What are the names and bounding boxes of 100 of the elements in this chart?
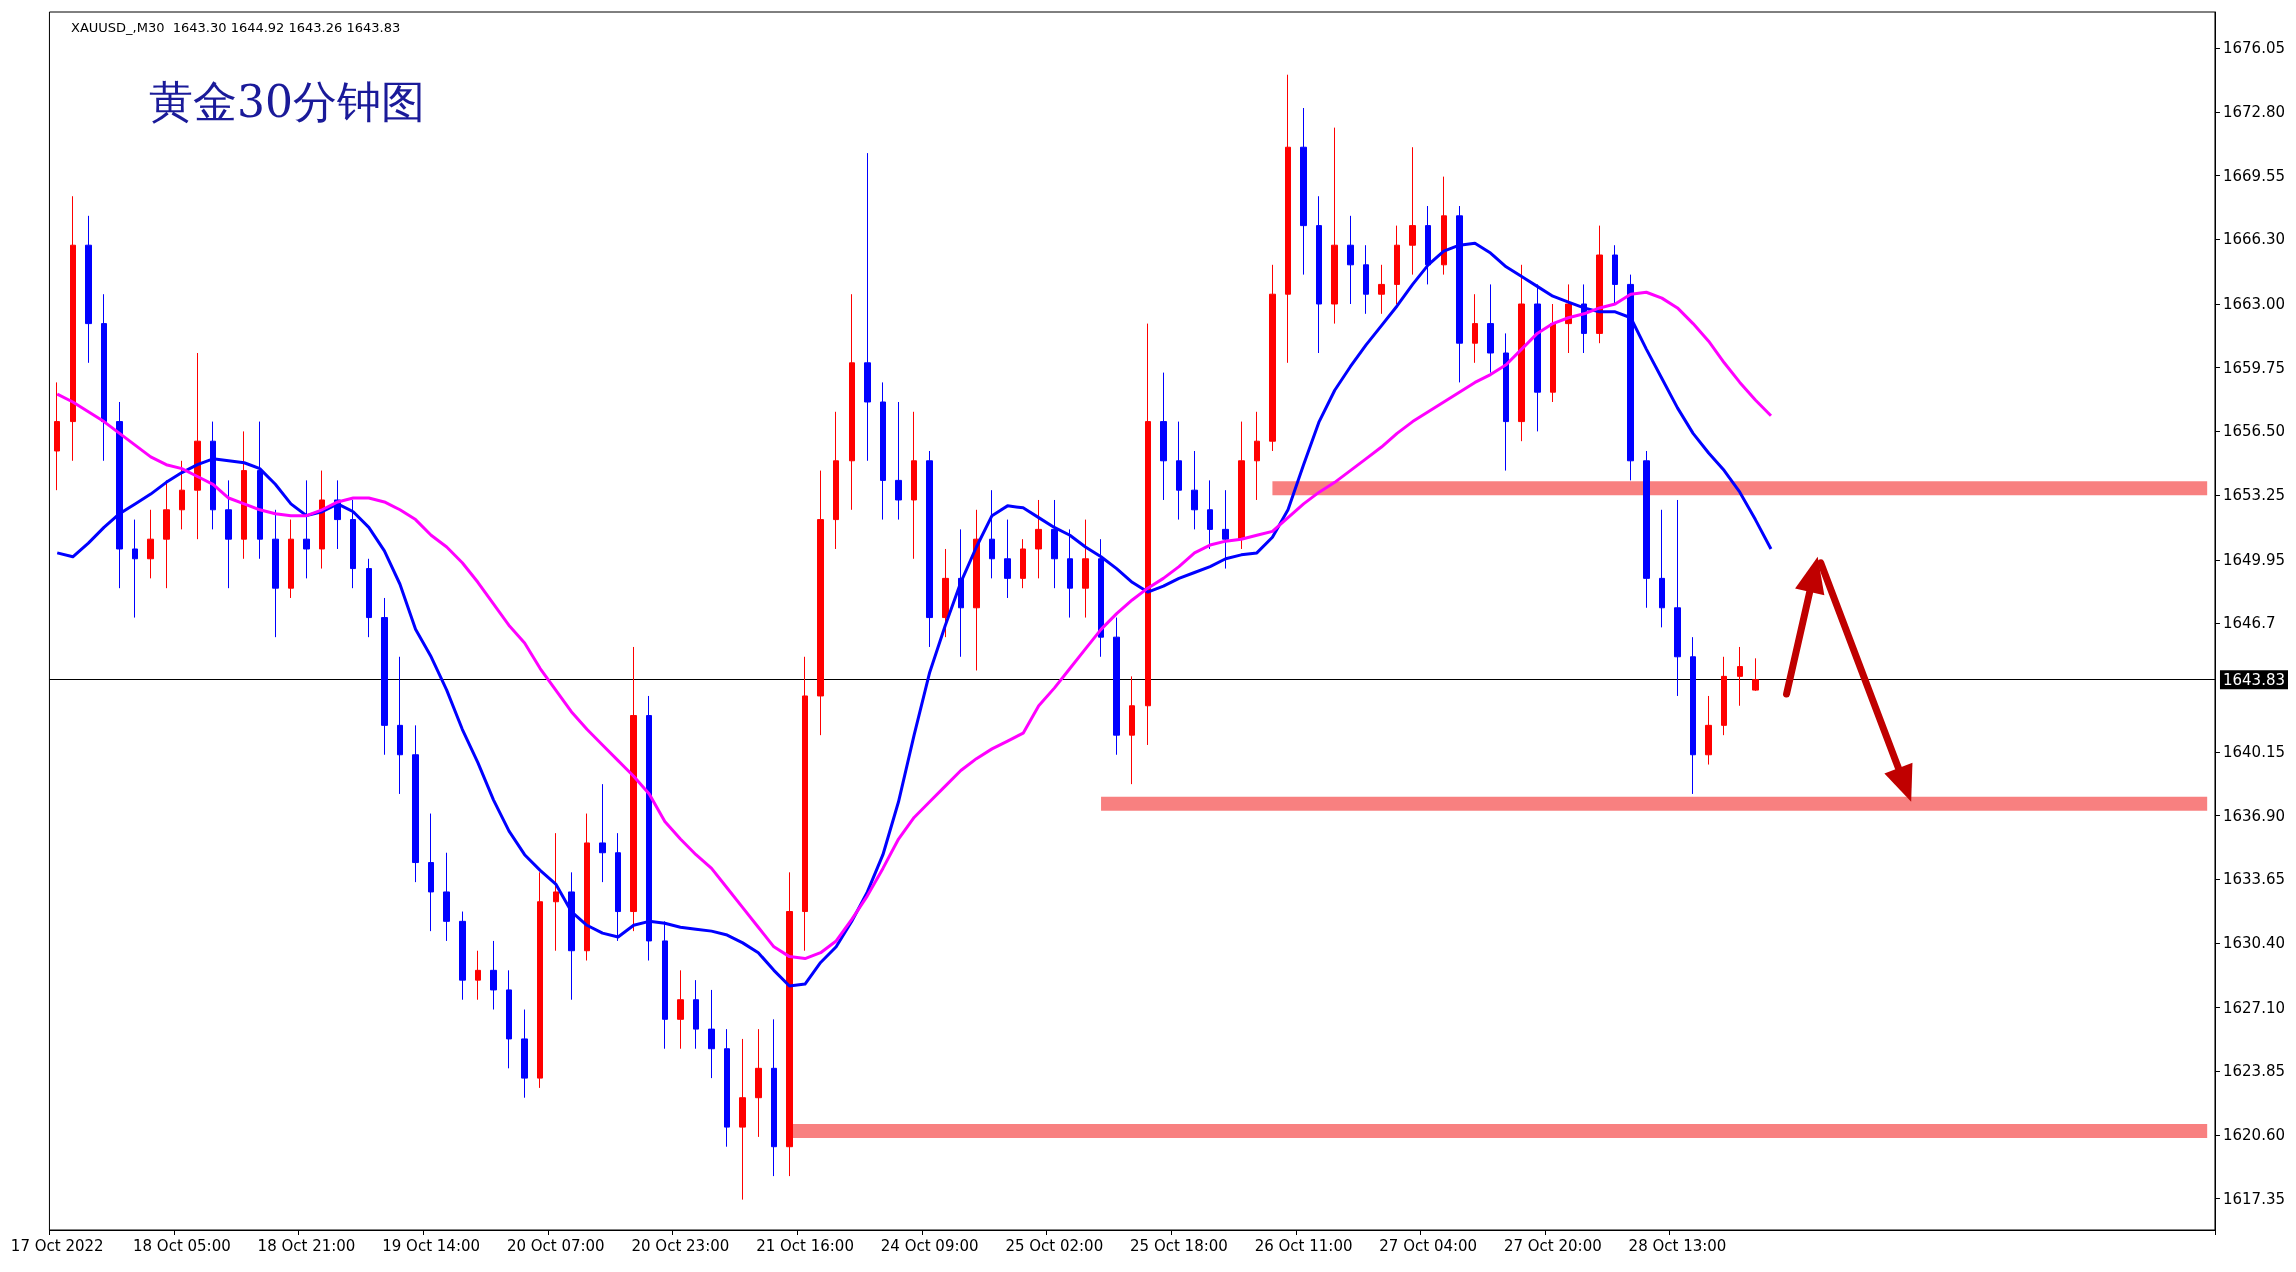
candlestick (630, 646, 637, 932)
candlestick (366, 558, 372, 638)
y-tick-label: 1617.35 (2222, 1189, 2285, 1208)
candlestick (54, 381, 60, 491)
candlestick (1254, 411, 1260, 501)
candlestick (428, 813, 434, 932)
x-tick-label: 17 Oct 2022 (10, 1236, 104, 1255)
candlestick (849, 293, 855, 511)
candlestick (257, 421, 263, 560)
x-tick-label: 20 Oct 23:00 (631, 1236, 730, 1255)
candlestick (989, 489, 995, 579)
candlestick (693, 979, 699, 1050)
candlestick (288, 519, 294, 599)
candlestick (459, 911, 466, 1001)
y-tick-label: 1656.50 (2222, 422, 2285, 441)
candlestick (615, 832, 621, 942)
candlestick (101, 293, 107, 462)
candlestick (911, 411, 917, 560)
candlestick (303, 479, 310, 579)
x-tick-label: 18 Oct 05:00 (132, 1236, 231, 1255)
candlestick (210, 421, 216, 530)
candlestick (1378, 264, 1385, 315)
x-tick-label: 27 Oct 04:00 (1379, 1236, 1478, 1255)
candlestick (880, 381, 886, 521)
candlestick (132, 519, 138, 619)
candlestick (739, 1038, 746, 1201)
candlestick (1331, 127, 1338, 325)
candlestick (1394, 225, 1400, 305)
candlestick (241, 430, 247, 560)
y-tick-label: 1653.25 (2222, 486, 2285, 505)
x-tick-label: 18 Oct 21:00 (257, 1236, 356, 1255)
candlestick (1627, 274, 1634, 481)
candlestick (521, 1009, 528, 1099)
candlestick (1550, 303, 1556, 403)
candlestick (537, 871, 543, 1089)
candlestick (1082, 519, 1089, 619)
candlestick (147, 509, 154, 579)
candlestick (1752, 657, 1759, 692)
candlestick (1612, 244, 1618, 305)
candlestick (958, 528, 964, 658)
candlestick (194, 352, 201, 540)
x-tick-label: 26 Oct 11:00 (1254, 1236, 1353, 1255)
candlestick (1113, 617, 1120, 756)
y-tick-label: 1623.85 (2222, 1062, 2285, 1081)
candlestick (1176, 421, 1182, 521)
x-tick-label: 28 Oct 13:00 (1628, 1236, 1727, 1255)
candlestick (1596, 225, 1603, 344)
ref-line-label: 1643.83 (2222, 670, 2285, 689)
candlestick (1518, 264, 1525, 442)
candlestick (942, 548, 949, 638)
candlestick (817, 470, 824, 736)
candlestick (973, 509, 980, 671)
candlestick (1285, 74, 1291, 364)
y-tick-label: 1659.75 (2222, 358, 2285, 377)
candlestick (833, 411, 839, 550)
candlestick (1721, 656, 1727, 736)
x-tick-label: 25 Oct 18:00 (1130, 1236, 1228, 1255)
x-tick-label: 24 Oct 09:00 (880, 1236, 979, 1255)
candlestick (802, 656, 808, 952)
candlestick (1067, 528, 1073, 619)
y-tick-label: 1627.10 (2222, 998, 2285, 1017)
candlestick (1035, 499, 1042, 579)
candlestick (1207, 479, 1213, 550)
candlestick (179, 460, 185, 530)
text: 黄金30分钟图 (149, 75, 425, 127)
y-tick-label: 1636.90 (2222, 806, 2285, 825)
candlestick (1191, 450, 1198, 530)
candlestick (443, 852, 450, 942)
candlestick (397, 656, 403, 795)
candlestick (490, 940, 497, 1011)
candlestick (381, 597, 388, 756)
candlestick (506, 969, 512, 1069)
candlestick (1129, 675, 1135, 785)
candlestick (116, 401, 123, 589)
candlestick (708, 989, 715, 1079)
candlestick (1487, 283, 1494, 374)
candlestick (1441, 176, 1447, 276)
y-tick-label: 1640.15 (2222, 742, 2285, 761)
x-tick-label: 19 Oct 14:00 (382, 1236, 481, 1255)
candlestick (1347, 215, 1354, 305)
y-tick-label: 1672.80 (2222, 102, 2285, 121)
y-tick-label: 1676.05 (2222, 39, 2285, 58)
candlestick (1363, 244, 1369, 315)
x-tick-label: 25 Oct 02:00 (1005, 1236, 1104, 1255)
candlestick (272, 509, 279, 638)
candlestick (755, 1028, 762, 1138)
candlestick (85, 215, 92, 364)
candlestick (1051, 499, 1058, 589)
candlestick (1690, 636, 1696, 795)
candlestick (786, 871, 793, 1177)
y-tick-label: 1633.65 (2222, 870, 2285, 889)
candlestick (1659, 509, 1665, 628)
y-tick-label: 1646.7 (2222, 614, 2276, 633)
candlestick (1098, 538, 1104, 658)
y-tick-label: 1663.00 (2222, 295, 2285, 314)
candlestick (677, 969, 684, 1050)
candlestick (1020, 538, 1026, 589)
candlestick (724, 1028, 730, 1148)
candlestick (1674, 499, 1681, 697)
y-tick-label: 1649.95 (2222, 550, 2285, 569)
